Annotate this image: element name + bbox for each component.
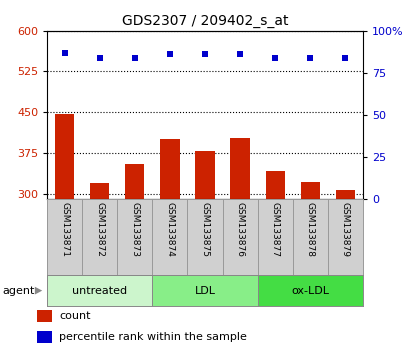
Bar [195,151,214,199]
Bar [230,138,249,199]
Bar [37,331,52,343]
Text: GSM133874: GSM133874 [165,202,174,257]
Text: GSM133875: GSM133875 [200,202,209,257]
Text: GSM133873: GSM133873 [130,202,139,257]
Point [166,51,173,57]
Bar [265,171,284,199]
Bar [47,275,152,306]
Text: agent: agent [2,286,34,296]
Bar [55,114,74,199]
Bar [37,310,52,322]
Text: untreated: untreated [72,286,127,296]
Bar [300,182,319,199]
Text: percentile rank within the sample: percentile rank within the sample [59,332,247,342]
Bar [335,190,354,199]
Polygon shape [35,287,42,295]
Text: ox-LDL: ox-LDL [290,286,328,296]
Bar [90,183,109,199]
Bar [160,139,179,199]
Text: GSM133878: GSM133878 [305,202,314,257]
Point [306,55,313,61]
Text: GSM133876: GSM133876 [235,202,244,257]
Point [131,55,138,61]
Text: GSM133871: GSM133871 [60,202,69,257]
Text: count: count [59,312,91,321]
Bar [152,275,257,306]
Point [96,55,103,61]
Bar [257,275,362,306]
Title: GDS2307 / 209402_s_at: GDS2307 / 209402_s_at [121,15,288,28]
Text: LDL: LDL [194,286,215,296]
Point [341,55,348,61]
Point [201,51,208,57]
Point [236,51,243,57]
Text: GSM133872: GSM133872 [95,202,104,257]
Point [271,55,278,61]
Bar [125,164,144,199]
Text: GSM133877: GSM133877 [270,202,279,257]
Point [61,50,68,56]
Text: GSM133879: GSM133879 [340,202,349,257]
